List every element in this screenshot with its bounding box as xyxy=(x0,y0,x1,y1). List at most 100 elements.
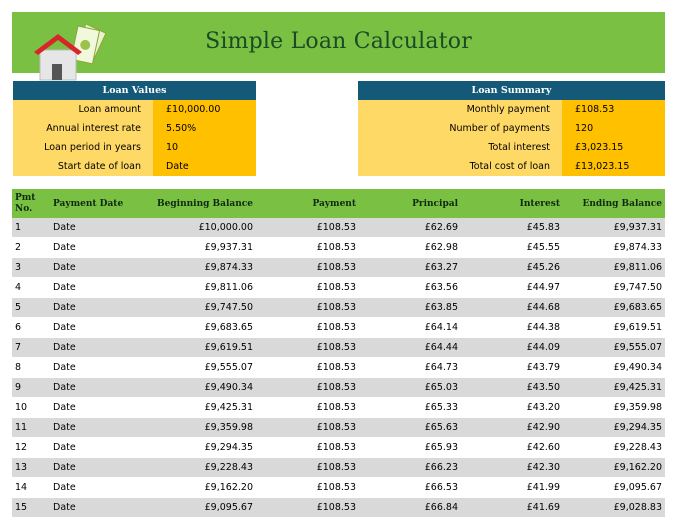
payment-date-cell[interactable]: Date xyxy=(50,277,140,298)
payment-cell[interactable]: £108.53 xyxy=(256,218,359,238)
ending-balance-cell[interactable]: £9,425.31 xyxy=(563,377,665,398)
ending-balance-cell[interactable]: £9,874.33 xyxy=(563,237,665,258)
principal-cell[interactable]: £66.23 xyxy=(359,457,461,478)
loan-amount-cell[interactable]: £10,000.00 xyxy=(153,100,256,119)
principal-cell[interactable]: £65.03 xyxy=(359,377,461,398)
payment-date-cell[interactable]: Date xyxy=(50,337,140,358)
interest-cell[interactable]: £42.90 xyxy=(461,417,563,438)
pmt-no-cell[interactable]: 4 xyxy=(12,277,50,298)
ending-balance-cell[interactable]: £9,937.31 xyxy=(563,218,665,238)
beginning-balance-cell[interactable]: £9,937.31 xyxy=(140,237,256,258)
interest-cell[interactable]: £45.26 xyxy=(461,257,563,278)
payment-date-cell[interactable]: Date xyxy=(50,317,140,338)
pmt-no-cell[interactable]: 6 xyxy=(12,317,50,338)
ending-balance-cell[interactable]: £9,619.51 xyxy=(563,317,665,338)
ending-balance-cell[interactable]: £8,961.68 xyxy=(563,517,665,522)
payment-date-cell[interactable]: Date xyxy=(50,297,140,318)
principal-cell[interactable]: £67.14 xyxy=(359,517,461,522)
payment-date-cell[interactable]: Date xyxy=(50,437,140,458)
beginning-balance-cell[interactable]: £9,359.98 xyxy=(140,417,256,438)
beginning-balance-cell[interactable]: £9,490.34 xyxy=(140,377,256,398)
interest-cell[interactable]: £43.50 xyxy=(461,377,563,398)
beginning-balance-cell[interactable]: £9,028.83 xyxy=(140,517,256,522)
payment-cell[interactable]: £108.53 xyxy=(256,497,359,518)
pmt-no-cell[interactable]: 16 xyxy=(12,517,50,522)
principal-cell[interactable]: £65.93 xyxy=(359,437,461,458)
interest-cell[interactable]: £44.97 xyxy=(461,277,563,298)
beginning-balance-cell[interactable]: £9,747.50 xyxy=(140,297,256,318)
principal-cell[interactable]: £62.69 xyxy=(359,218,461,238)
principal-cell[interactable]: £66.84 xyxy=(359,497,461,518)
pmt-no-cell[interactable]: 7 xyxy=(12,337,50,358)
payment-cell[interactable]: £108.53 xyxy=(256,417,359,438)
principal-cell[interactable]: £64.44 xyxy=(359,337,461,358)
beginning-balance-cell[interactable]: £9,425.31 xyxy=(140,397,256,418)
payment-date-cell[interactable]: Date xyxy=(50,257,140,278)
beginning-balance-cell[interactable]: £10,000.00 xyxy=(140,218,256,238)
payment-cell[interactable]: £108.53 xyxy=(256,317,359,338)
interest-cell[interactable]: £41.38 xyxy=(461,517,563,522)
payment-date-cell[interactable]: Date xyxy=(50,218,140,238)
payment-cell[interactable]: £108.53 xyxy=(256,517,359,522)
ending-balance-cell[interactable]: £9,490.34 xyxy=(563,357,665,378)
payment-cell[interactable]: £108.53 xyxy=(256,277,359,298)
payment-cell[interactable]: £108.53 xyxy=(256,437,359,458)
pmt-no-cell[interactable]: 1 xyxy=(12,218,50,238)
pmt-no-cell[interactable]: 15 xyxy=(12,497,50,518)
interest-rate-cell[interactable]: 5.50% xyxy=(153,119,256,138)
beginning-balance-cell[interactable]: £9,555.07 xyxy=(140,357,256,378)
interest-cell[interactable]: £42.60 xyxy=(461,437,563,458)
ending-balance-cell[interactable]: £9,162.20 xyxy=(563,457,665,478)
ending-balance-cell[interactable]: £9,028.83 xyxy=(563,497,665,518)
loan-period-cell[interactable]: 10 xyxy=(153,138,256,157)
pmt-no-cell[interactable]: 9 xyxy=(12,377,50,398)
beginning-balance-cell[interactable]: £9,162.20 xyxy=(140,477,256,498)
principal-cell[interactable]: £65.63 xyxy=(359,417,461,438)
pmt-no-cell[interactable]: 10 xyxy=(12,397,50,418)
payment-cell[interactable]: £108.53 xyxy=(256,237,359,258)
ending-balance-cell[interactable]: £9,294.35 xyxy=(563,417,665,438)
principal-cell[interactable]: £63.85 xyxy=(359,297,461,318)
interest-cell[interactable]: £43.20 xyxy=(461,397,563,418)
payment-cell[interactable]: £108.53 xyxy=(256,257,359,278)
pmt-no-cell[interactable]: 3 xyxy=(12,257,50,278)
payment-date-cell[interactable]: Date xyxy=(50,377,140,398)
interest-cell[interactable]: £44.68 xyxy=(461,297,563,318)
beginning-balance-cell[interactable]: £9,294.35 xyxy=(140,437,256,458)
payment-date-cell[interactable]: Date xyxy=(50,357,140,378)
pmt-no-cell[interactable]: 8 xyxy=(12,357,50,378)
beginning-balance-cell[interactable]: £9,811.06 xyxy=(140,277,256,298)
pmt-no-cell[interactable]: 14 xyxy=(12,477,50,498)
start-date-cell[interactable]: Date xyxy=(153,157,256,176)
payment-date-cell[interactable]: Date xyxy=(50,397,140,418)
principal-cell[interactable]: £64.14 xyxy=(359,317,461,338)
principal-cell[interactable]: £64.73 xyxy=(359,357,461,378)
beginning-balance-cell[interactable]: £9,228.43 xyxy=(140,457,256,478)
principal-cell[interactable]: £62.98 xyxy=(359,237,461,258)
pmt-no-cell[interactable]: 13 xyxy=(12,457,50,478)
interest-cell[interactable]: £45.83 xyxy=(461,218,563,238)
payment-cell[interactable]: £108.53 xyxy=(256,477,359,498)
interest-cell[interactable]: £44.09 xyxy=(461,337,563,358)
payment-date-cell[interactable]: Date xyxy=(50,237,140,258)
payment-cell[interactable]: £108.53 xyxy=(256,457,359,478)
principal-cell[interactable]: £63.56 xyxy=(359,277,461,298)
beginning-balance-cell[interactable]: £9,619.51 xyxy=(140,337,256,358)
payment-date-cell[interactable]: Date xyxy=(50,477,140,498)
beginning-balance-cell[interactable]: £9,683.65 xyxy=(140,317,256,338)
ending-balance-cell[interactable]: £9,811.06 xyxy=(563,257,665,278)
payment-date-cell[interactable]: Date xyxy=(50,497,140,518)
beginning-balance-cell[interactable]: £9,874.33 xyxy=(140,257,256,278)
interest-cell[interactable]: £41.69 xyxy=(461,497,563,518)
ending-balance-cell[interactable]: £9,095.67 xyxy=(563,477,665,498)
beginning-balance-cell[interactable]: £9,095.67 xyxy=(140,497,256,518)
principal-cell[interactable]: £65.33 xyxy=(359,397,461,418)
payment-cell[interactable]: £108.53 xyxy=(256,377,359,398)
pmt-no-cell[interactable]: 5 xyxy=(12,297,50,318)
pmt-no-cell[interactable]: 11 xyxy=(12,417,50,438)
payment-cell[interactable]: £108.53 xyxy=(256,397,359,418)
principal-cell[interactable]: £66.53 xyxy=(359,477,461,498)
interest-cell[interactable]: £43.79 xyxy=(461,357,563,378)
interest-cell[interactable]: £44.38 xyxy=(461,317,563,338)
pmt-no-cell[interactable]: 12 xyxy=(12,437,50,458)
